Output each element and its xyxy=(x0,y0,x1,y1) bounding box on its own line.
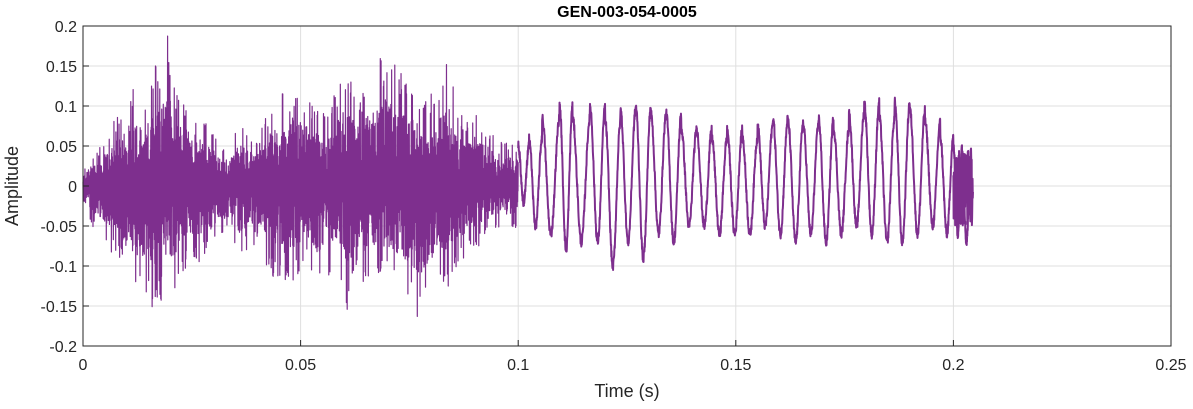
waveform-series xyxy=(82,35,974,318)
y-tick-label: 0.05 xyxy=(46,139,77,156)
y-tick-label: -0.2 xyxy=(49,339,77,356)
y-axis-title: Amplitude xyxy=(2,146,22,226)
chart-title: GEN-003-054-0005 xyxy=(557,4,697,21)
y-tick-label: -0.15 xyxy=(41,299,78,316)
y-tick-labels: -0.2 -0.15 -0.1 -0.05 0 0.05 0.1 0.15 0.2 xyxy=(41,19,78,356)
y-tick-label: 0.2 xyxy=(55,19,77,36)
x-axis-title: Time (s) xyxy=(594,381,659,401)
y-tick-label: -0.1 xyxy=(49,259,77,276)
waveform-oscillation-segment xyxy=(517,96,974,272)
y-tick-label: 0.15 xyxy=(46,59,77,76)
waveform-noise-segment xyxy=(82,35,519,318)
x-tick-label: 0.15 xyxy=(720,357,751,374)
x-tick-label: 0.25 xyxy=(1155,357,1186,374)
x-tick-label: 0.05 xyxy=(285,357,316,374)
x-tick-label: 0 xyxy=(79,357,88,374)
y-tick-label: 0.1 xyxy=(55,99,77,116)
x-tick-labels: 0 0.05 0.1 0.15 0.2 0.25 xyxy=(79,357,1187,374)
y-tick-label: 0 xyxy=(68,179,77,196)
tick-marks xyxy=(82,25,1172,347)
x-tick-label: 0.1 xyxy=(507,357,529,374)
x-tick-label: 0.2 xyxy=(942,357,964,374)
y-tick-label: -0.05 xyxy=(41,219,78,236)
